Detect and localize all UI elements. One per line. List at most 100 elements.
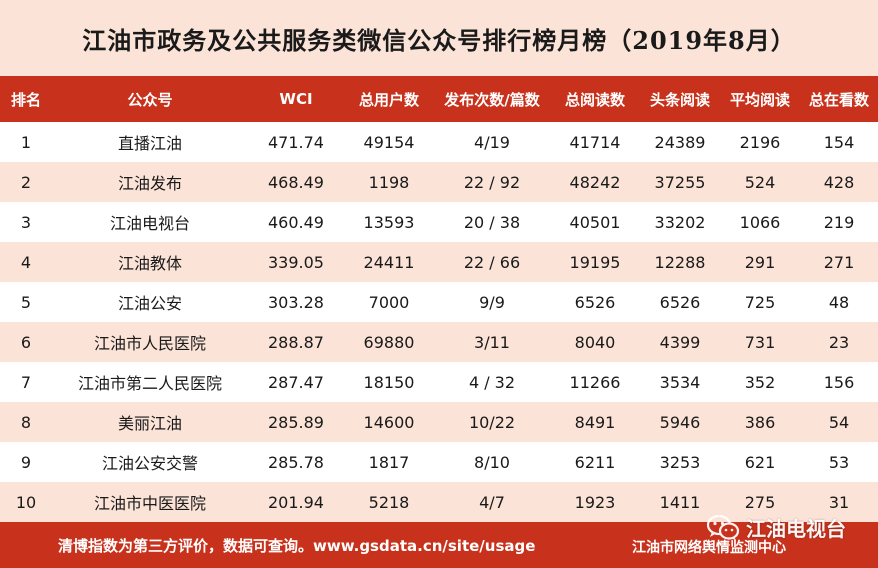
cell-account: 直播江油	[52, 122, 248, 162]
column-header-headline-reads: 头条阅读	[640, 76, 720, 122]
cell-total-likes: 48	[800, 282, 878, 322]
cell-headline-reads: 5946	[640, 402, 720, 442]
cell-posts: 22 / 92	[434, 162, 550, 202]
cell-rank: 1	[0, 122, 52, 162]
cell-posts: 8/10	[434, 442, 550, 482]
cell-avg-reads: 731	[720, 322, 800, 362]
cell-headline-reads: 1411	[640, 482, 720, 522]
cell-total-users: 7000	[344, 282, 434, 322]
cell-avg-reads: 1066	[720, 202, 800, 242]
cell-total-likes: 428	[800, 162, 878, 202]
cell-total-reads: 19195	[550, 242, 640, 282]
cell-total-users: 5218	[344, 482, 434, 522]
watermark: 江油电视台	[706, 513, 846, 542]
cell-account: 江油教体	[52, 242, 248, 282]
cell-wci: 303.28	[248, 282, 344, 322]
cell-headline-reads: 3253	[640, 442, 720, 482]
table-row: 4 江油教体 339.05 24411 22 / 66 19195 12288 …	[0, 242, 878, 282]
cell-total-users: 14600	[344, 402, 434, 442]
cell-account: 江油公安交警	[52, 442, 248, 482]
cell-account: 江油市中医医院	[52, 482, 248, 522]
cell-total-likes: 156	[800, 362, 878, 402]
cell-total-likes: 23	[800, 322, 878, 362]
cell-posts: 4/7	[434, 482, 550, 522]
table-row: 10 江油市中医医院 201.94 5218 4/7 1923 1411 275…	[0, 482, 878, 522]
column-header-rank: 排名	[0, 76, 52, 122]
cell-total-reads: 40501	[550, 202, 640, 242]
cell-posts: 4/19	[434, 122, 550, 162]
cell-total-likes: 53	[800, 442, 878, 482]
column-header-total-reads: 总阅读数	[550, 76, 640, 122]
cell-wci: 471.74	[248, 122, 344, 162]
cell-rank: 2	[0, 162, 52, 202]
cell-posts: 3/11	[434, 322, 550, 362]
footer-organization: 江油市网络舆情监测中心	[632, 540, 786, 556]
cell-posts: 20 / 38	[434, 202, 550, 242]
watermark-text: 江油电视台	[746, 517, 846, 541]
cell-wci: 285.89	[248, 402, 344, 442]
cell-wci: 287.47	[248, 362, 344, 402]
cell-total-reads: 6211	[550, 442, 640, 482]
cell-account: 江油市第二人民医院	[52, 362, 248, 402]
cell-posts: 4 / 32	[434, 362, 550, 402]
cell-total-users: 69880	[344, 322, 434, 362]
cell-rank: 9	[0, 442, 52, 482]
table-row: 9 江油公安交警 285.78 1817 8/10 6211 3253 621 …	[0, 442, 878, 482]
cell-total-reads: 11266	[550, 362, 640, 402]
cell-avg-reads: 291	[720, 242, 800, 282]
column-header-total-users: 总用户数	[344, 76, 434, 122]
cell-total-reads: 8040	[550, 322, 640, 362]
cell-total-likes: 54	[800, 402, 878, 442]
page-title: 江油市政务及公共服务类微信公众号排行榜月榜（2019年8月）	[82, 25, 796, 55]
cell-rank: 7	[0, 362, 52, 402]
cell-rank: 6	[0, 322, 52, 362]
cell-total-reads: 48242	[550, 162, 640, 202]
cell-total-users: 49154	[344, 122, 434, 162]
cell-rank: 8	[0, 402, 52, 442]
cell-rank: 10	[0, 482, 52, 522]
cell-account: 美丽江油	[52, 402, 248, 442]
cell-avg-reads: 621	[720, 442, 800, 482]
cell-rank: 5	[0, 282, 52, 322]
cell-account: 江油市人民医院	[52, 322, 248, 362]
cell-account: 江油电视台	[52, 202, 248, 242]
cell-headline-reads: 6526	[640, 282, 720, 322]
cell-posts: 10/22	[434, 402, 550, 442]
column-header-posts: 发布次数/篇数	[434, 76, 550, 122]
cell-total-users: 24411	[344, 242, 434, 282]
cell-rank: 4	[0, 242, 52, 282]
cell-total-reads: 1923	[550, 482, 640, 522]
cell-headline-reads: 24389	[640, 122, 720, 162]
cell-rank: 3	[0, 202, 52, 242]
cell-account: 江油发布	[52, 162, 248, 202]
ranking-table: 排名 公众号 WCI 总用户数 发布次数/篇数 总阅读数 头条阅读 平均阅读 总…	[0, 76, 878, 522]
table-row: 2 江油发布 468.49 1198 22 / 92 48242 37255 5…	[0, 162, 878, 202]
cell-total-likes: 31	[800, 482, 878, 522]
cell-total-reads: 41714	[550, 122, 640, 162]
wechat-icon	[706, 514, 740, 540]
table-row: 8 美丽江油 285.89 14600 10/22 8491 5946 386 …	[0, 402, 878, 442]
footer-bar: 清博指数为第三方评价，数据可查询。www.gsdata.cn/site/usag…	[0, 522, 878, 568]
cell-headline-reads: 33202	[640, 202, 720, 242]
cell-headline-reads: 37255	[640, 162, 720, 202]
cell-wci: 339.05	[248, 242, 344, 282]
cell-wci: 468.49	[248, 162, 344, 202]
table-row: 5 江油公安 303.28 7000 9/9 6526 6526 725 48	[0, 282, 878, 322]
cell-wci: 288.87	[248, 322, 344, 362]
column-header-avg-reads: 平均阅读	[720, 76, 800, 122]
cell-avg-reads: 275	[720, 482, 800, 522]
cell-total-likes: 219	[800, 202, 878, 242]
cell-total-users: 1198	[344, 162, 434, 202]
cell-headline-reads: 4399	[640, 322, 720, 362]
column-header-wci: WCI	[248, 76, 344, 122]
cell-total-reads: 6526	[550, 282, 640, 322]
cell-avg-reads: 386	[720, 402, 800, 442]
footer-source-note: 清博指数为第三方评价，数据可查询。www.gsdata.cn/site/usag…	[58, 537, 536, 555]
cell-total-users: 13593	[344, 202, 434, 242]
cell-posts: 9/9	[434, 282, 550, 322]
cell-total-users: 18150	[344, 362, 434, 402]
cell-avg-reads: 725	[720, 282, 800, 322]
cell-wci: 201.94	[248, 482, 344, 522]
cell-total-reads: 8491	[550, 402, 640, 442]
